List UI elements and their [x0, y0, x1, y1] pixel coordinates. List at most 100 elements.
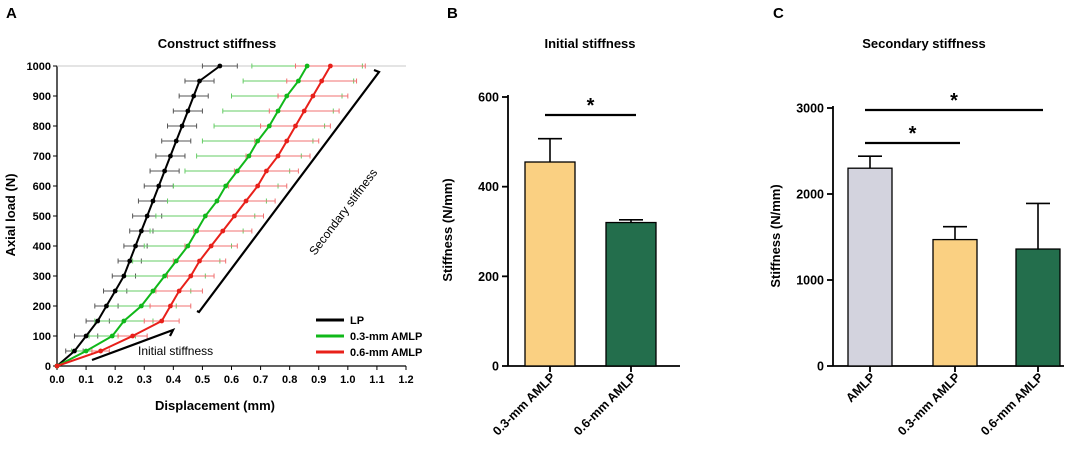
data-point-0.3-mm-amlp: [275, 108, 281, 114]
panel-a-letter: A: [6, 5, 17, 22]
panel-a-error-bars: [65, 63, 366, 354]
data-point-lp: [173, 138, 179, 144]
data-point-lp: [138, 228, 144, 234]
panel-a-x-tick-label: 0.1: [78, 374, 93, 386]
secondary-stiffness-label: Secondary stiffness: [306, 166, 380, 258]
data-point-0.6-mm-amlp: [232, 213, 237, 219]
data-point-0.6-mm-amlp: [243, 198, 249, 204]
data-point-0.6-mm-amlp: [293, 123, 298, 129]
panel-a-y-tick-label: 200: [33, 301, 51, 313]
panel-a-y-tick-label: 700: [33, 151, 51, 163]
significance-star: *: [950, 90, 958, 112]
panel-a-y-tick-label: 0: [45, 361, 51, 373]
data-point-0.3-mm-amlp: [304, 63, 310, 69]
category-label-0.3-mm-amlp: 0.3-mm AMLP: [490, 370, 558, 438]
data-point-0.3-mm-amlp: [266, 123, 272, 129]
panel-a-x-tick-label: 0.3: [137, 374, 152, 386]
data-point-lp: [179, 123, 185, 129]
panel-a-x-tick-label: 0.0: [49, 374, 64, 386]
panel-c-significance: **: [865, 90, 1043, 145]
data-point-0.6-mm-amlp: [310, 93, 316, 99]
panel-a-x-tick-label: 0.6: [224, 374, 239, 386]
panel-a-y-tick-label: 900: [33, 91, 51, 103]
panel-a-x-tick-label: 0.5: [195, 374, 210, 386]
panel-c-y-tick-label: 1000: [796, 274, 824, 288]
data-point-0.3-mm-amlp: [194, 228, 200, 234]
panel-c-bars: AMLP 0.3-mm AMLP 0.6-mm AMLP: [843, 155, 1061, 438]
data-point-0.6-mm-amlp: [176, 288, 182, 294]
data-point-lp: [156, 183, 162, 189]
panel-a-series: [54, 63, 333, 369]
data-point-0.3-mm-amlp: [234, 168, 240, 174]
panel-a-y-tick-label: 500: [33, 211, 51, 223]
data-point-lp: [112, 288, 118, 294]
data-point-lp: [185, 108, 191, 114]
bar-amlp: [847, 167, 893, 367]
panel-b-letter: B: [447, 5, 458, 22]
panel-c-letter: C: [773, 5, 784, 22]
panel-a-x-tick-label: 0.7: [253, 374, 268, 386]
bar-0.3-mm-amlp: [524, 161, 576, 367]
legend-label-0.3-mm-amlp: 0.3-mm AMLP: [350, 331, 422, 343]
panel-a-y-tick-label: 800: [33, 121, 51, 133]
panel-b-y-tick-label: 200: [478, 270, 499, 284]
data-point-0.3-mm-amlp: [255, 138, 261, 144]
data-point-lp: [72, 348, 77, 354]
significance-star: *: [587, 95, 595, 117]
data-point-0.6-mm-amlp: [319, 78, 325, 84]
panel-a-ticks: 0.0 0.1 0.2 0.3 0.4 0.5 0.6 0.7 0.8 0.9 1.0 1.1 1.2 0…: [27, 61, 414, 386]
panel-c-y-label: Stiffness (N/mm): [768, 184, 783, 287]
data-point-lp: [133, 243, 138, 249]
panel-a-x-label: Displacement (mm): [155, 398, 275, 413]
data-point-0.6-mm-amlp: [275, 153, 281, 159]
data-point-0.3-mm-amlp: [295, 78, 301, 84]
data-point-0.3-mm-amlp: [162, 273, 168, 279]
data-point-0.3-mm-amlp: [173, 258, 179, 264]
panel-b-y-tick-label: 400: [478, 180, 499, 194]
panel-b-y-label: Stiffness (N/mm): [440, 178, 455, 281]
panel-b-ticks: 0 200 400 600: [478, 91, 508, 374]
data-point-lp: [104, 303, 109, 309]
panel-a-y-tick-label: 600: [33, 181, 51, 193]
panel-a-y-label: Axial load (N): [3, 173, 18, 256]
data-point-lp: [168, 153, 173, 159]
panel-b-y-tick-label: 0: [492, 360, 499, 374]
data-point-0.3-mm-amlp: [223, 183, 229, 189]
data-point-lp: [191, 93, 197, 99]
data-point-0.3-mm-amlp: [284, 93, 290, 99]
panel-a-legend: LP 0.3-mm AMLP 0.6-mm AMLP: [316, 315, 422, 359]
data-point-lp: [83, 333, 89, 339]
data-point-lp: [95, 318, 101, 324]
bar-0.6-mm-amlp: [1015, 248, 1061, 367]
data-point-0.3-mm-amlp: [150, 288, 156, 294]
data-point-lp: [197, 78, 202, 84]
panel-a-x-tick-label: 1.2: [398, 374, 413, 386]
data-point-0.6-mm-amlp: [159, 318, 165, 324]
panel-a-y-tick-label: 300: [33, 271, 51, 283]
panel-c-y-tick-label: 2000: [796, 188, 824, 202]
significance-star: *: [909, 123, 917, 145]
category-label-amlp: AMLP: [843, 370, 878, 405]
data-point-0.3-mm-amlp: [202, 213, 208, 219]
data-point-0.6-mm-amlp: [284, 138, 290, 144]
data-point-0.3-mm-amlp: [109, 333, 115, 339]
bar-0.3-mm-amlp: [932, 238, 978, 367]
data-point-0.6-mm-amlp: [264, 168, 269, 174]
panel-c-ticks: 0 1000 2000 3000: [796, 102, 833, 374]
data-point-0.6-mm-amlp: [301, 108, 307, 114]
data-point-lp: [217, 63, 223, 69]
legend-label-0.6-mm-amlp: 0.6-mm AMLP: [350, 347, 422, 359]
panel-a-x-tick-label: 0.4: [166, 374, 182, 386]
data-point-0.3-mm-amlp: [83, 348, 89, 354]
data-point-0.6-mm-amlp: [98, 348, 104, 354]
panel-a-title: Construct stiffness: [158, 36, 276, 51]
panel-a-x-tick-label: 0.9: [311, 374, 326, 386]
panel-b-y-tick-label: 600: [478, 91, 499, 105]
bar-0.6-mm-amlp: [605, 221, 657, 367]
legend-label-lp: LP: [350, 315, 364, 327]
panel-c-title: Secondary stiffness: [862, 36, 986, 51]
panel-a-y-tick-label: 400: [33, 241, 51, 253]
category-label-0.6-mm-amlp: 0.6-mm AMLP: [571, 370, 639, 438]
panel-a-x-tick-label: 1.1: [369, 374, 384, 386]
